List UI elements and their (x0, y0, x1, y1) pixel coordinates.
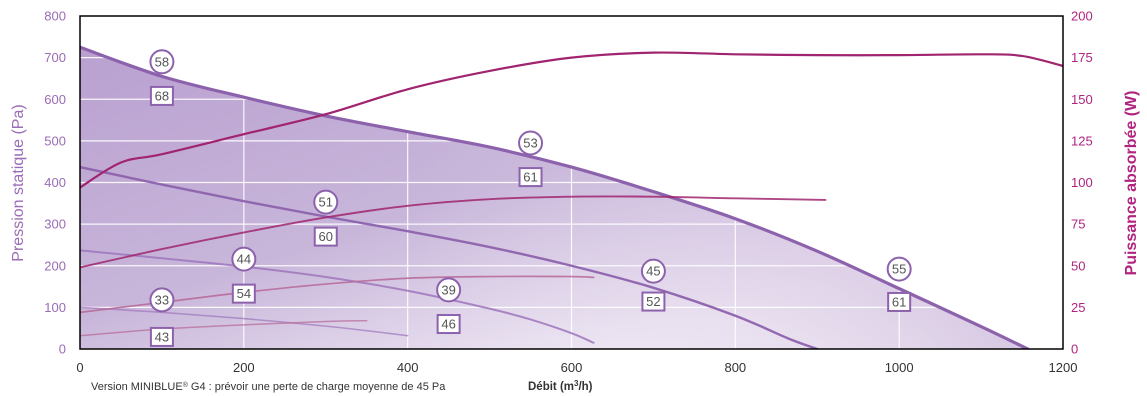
square-badge-label: 54 (237, 286, 251, 301)
y-right-tick-label: 100 (1071, 175, 1093, 190)
plot-frame (79, 15, 1064, 350)
y-left-tick-label: 200 (44, 258, 66, 273)
square-badge-shape (149, 85, 174, 106)
y-axis-title-left: Pression statique (Pa) (10, 104, 27, 261)
circle-badge-shape (436, 277, 462, 303)
square-badge-label: 61 (892, 294, 906, 309)
circle-badge-shape (149, 287, 175, 313)
y-left-tick-label: 400 (44, 175, 66, 190)
pressure-curve-4 (80, 306, 409, 337)
circle-badge-label: 39 (441, 282, 455, 297)
operating-area (80, 47, 1028, 349)
y-right-tick-label: 25 (1071, 300, 1085, 315)
x-tick-label: 200 (233, 360, 255, 375)
y-left-tick-label: 600 (44, 92, 66, 107)
y-right-tick-label: 75 (1071, 217, 1085, 232)
power-curve-1 (80, 51, 1063, 189)
square-badge-shape (313, 226, 338, 247)
y-left-tick-label: 700 (44, 50, 66, 65)
square-badge-label: 52 (646, 294, 660, 309)
footnote-prefix: Version MINIBLUE (91, 381, 183, 393)
square-badge: 52 (641, 291, 666, 312)
circle-badge-shape (518, 130, 544, 156)
square-badge-shape (149, 326, 174, 347)
x-tick-label: 400 (397, 360, 419, 375)
circle-badge-shape (640, 258, 666, 284)
y-right-tick-label: 150 (1071, 92, 1093, 107)
y-left-tick-label: 300 (44, 217, 66, 232)
circle-badge-label: 55 (892, 262, 906, 277)
square-badge: 46 (436, 314, 461, 335)
square-badge-shape (436, 314, 461, 335)
pressure-curves (80, 45, 1030, 349)
circle-badge: 45 (640, 258, 666, 284)
x-axis-title: Débit (m3/h) (528, 379, 593, 394)
circle-badge: 58 (149, 49, 175, 75)
y-right-tick-label: 50 (1071, 258, 1085, 273)
circle-badge: 39 (436, 277, 462, 303)
operating-area-shade (80, 47, 1028, 349)
circle-badge: 51 (313, 189, 339, 215)
y-right-tick-label: 200 (1071, 9, 1093, 24)
pressure-curve-3 (80, 249, 595, 344)
x-axis-title-prefix: Débit (m (528, 381, 574, 393)
circle-badge: 44 (231, 246, 257, 272)
x-tick-label: 0 (76, 360, 83, 375)
circle-badge-shape (149, 49, 175, 75)
y-axis-title-right: Puissance absorbée (W) (1123, 91, 1140, 276)
x-axis-title-suffix: /h) (578, 381, 592, 393)
pressure-curve-2 (80, 165, 819, 349)
y-right-tick-label: 0 (1071, 342, 1078, 357)
pressure-curve-1 (80, 45, 1030, 349)
square-badge: 60 (313, 226, 338, 247)
square-badge-shape (231, 283, 256, 304)
x-tick-label: 600 (561, 360, 583, 375)
footnote: Version MINIBLUE® G4 : prévoir une perte… (91, 381, 446, 394)
circle-badge-shape (231, 246, 257, 272)
square-badge-label: 68 (155, 88, 169, 103)
x-tick-label: 1000 (885, 360, 914, 375)
y-left-tick-label: 100 (44, 300, 66, 315)
x-tick-label: 1200 (1049, 360, 1078, 375)
square-badge-label: 43 (155, 329, 169, 344)
y-left-tick-label: 500 (44, 133, 66, 148)
circle-badge-label: 58 (155, 54, 169, 69)
square-badge-shape (887, 291, 912, 312)
circle-badge: 33 (149, 287, 175, 313)
square-badge-shape (518, 167, 543, 188)
square-badge: 68 (149, 85, 174, 106)
circle-badge-shape (886, 256, 912, 282)
circle-badge-label: 51 (319, 195, 333, 210)
x-axis-title-superscript: 3 (574, 379, 579, 388)
circle-badge: 55 (886, 256, 912, 282)
y-right-tick-label: 175 (1071, 50, 1093, 65)
square-badge: 54 (231, 283, 256, 304)
circle-badge-label: 33 (155, 292, 169, 307)
circle-badge: 53 (518, 130, 544, 156)
square-badge: 61 (518, 167, 543, 188)
square-badge-shape (641, 291, 666, 312)
footnote-suffix: G4 : prévoir une perte de charge moyenne… (188, 381, 446, 393)
circle-badge-label: 53 (523, 135, 537, 150)
y-right-tick-label: 125 (1071, 133, 1093, 148)
square-badge: 43 (149, 326, 174, 347)
x-tick-label: 800 (724, 360, 746, 375)
circle-badge-label: 44 (237, 252, 251, 267)
tick-labels: 0 200 400 600 800 1000 12000100200300400500600… (44, 9, 1092, 376)
footnote-registered: ® (183, 381, 189, 389)
square-badge-label: 60 (319, 229, 333, 244)
square-badge-label: 61 (523, 170, 537, 185)
square-badge-label: 46 (441, 317, 455, 332)
noise-annotations: 58 68 53 61 51 60 44 54 33 43 39 46 45 52 55 61 (149, 49, 912, 347)
y-left-tick-label: 0 (59, 342, 66, 357)
power-curve-4 (80, 319, 368, 337)
circle-badge-label: 45 (646, 264, 660, 279)
power-curve-2 (80, 195, 827, 269)
square-badge: 61 (887, 291, 912, 312)
y-left-tick-label: 800 (44, 9, 66, 24)
circle-badge-shape (313, 189, 339, 215)
